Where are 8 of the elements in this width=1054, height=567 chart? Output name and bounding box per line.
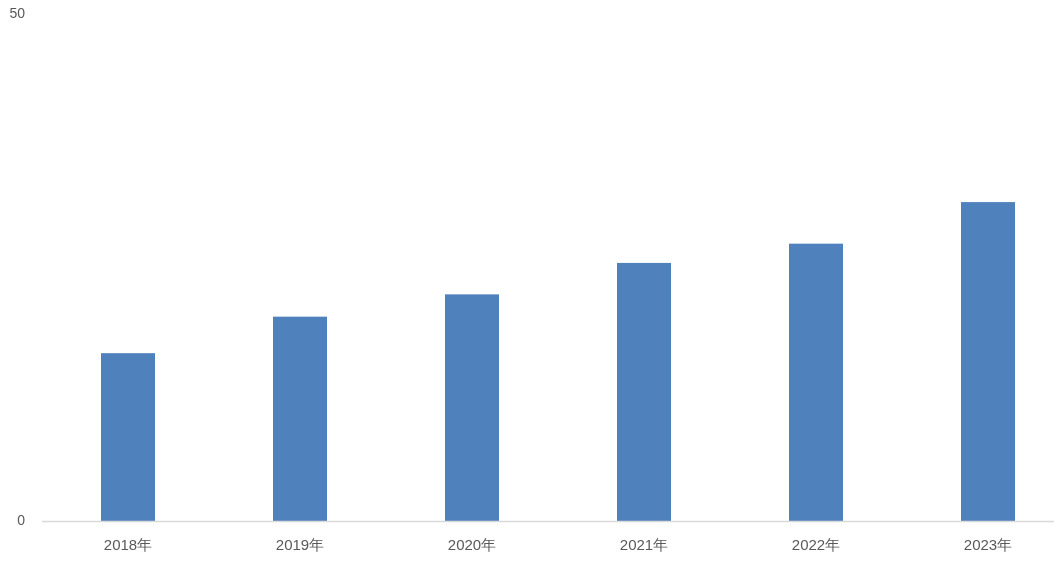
x-tick-label: 2019年 xyxy=(275,535,325,553)
y-tick-label: 50 xyxy=(9,5,26,22)
x-tick-label: 2022年 xyxy=(791,535,841,553)
x-tick-label: 2023年 xyxy=(963,535,1013,553)
y-tick-label: 0 xyxy=(17,512,26,529)
x-tick-label: 2021年 xyxy=(619,535,669,553)
x-tick-label: 2018年 xyxy=(103,535,153,553)
x-tick-label: 2020年 xyxy=(447,535,497,553)
